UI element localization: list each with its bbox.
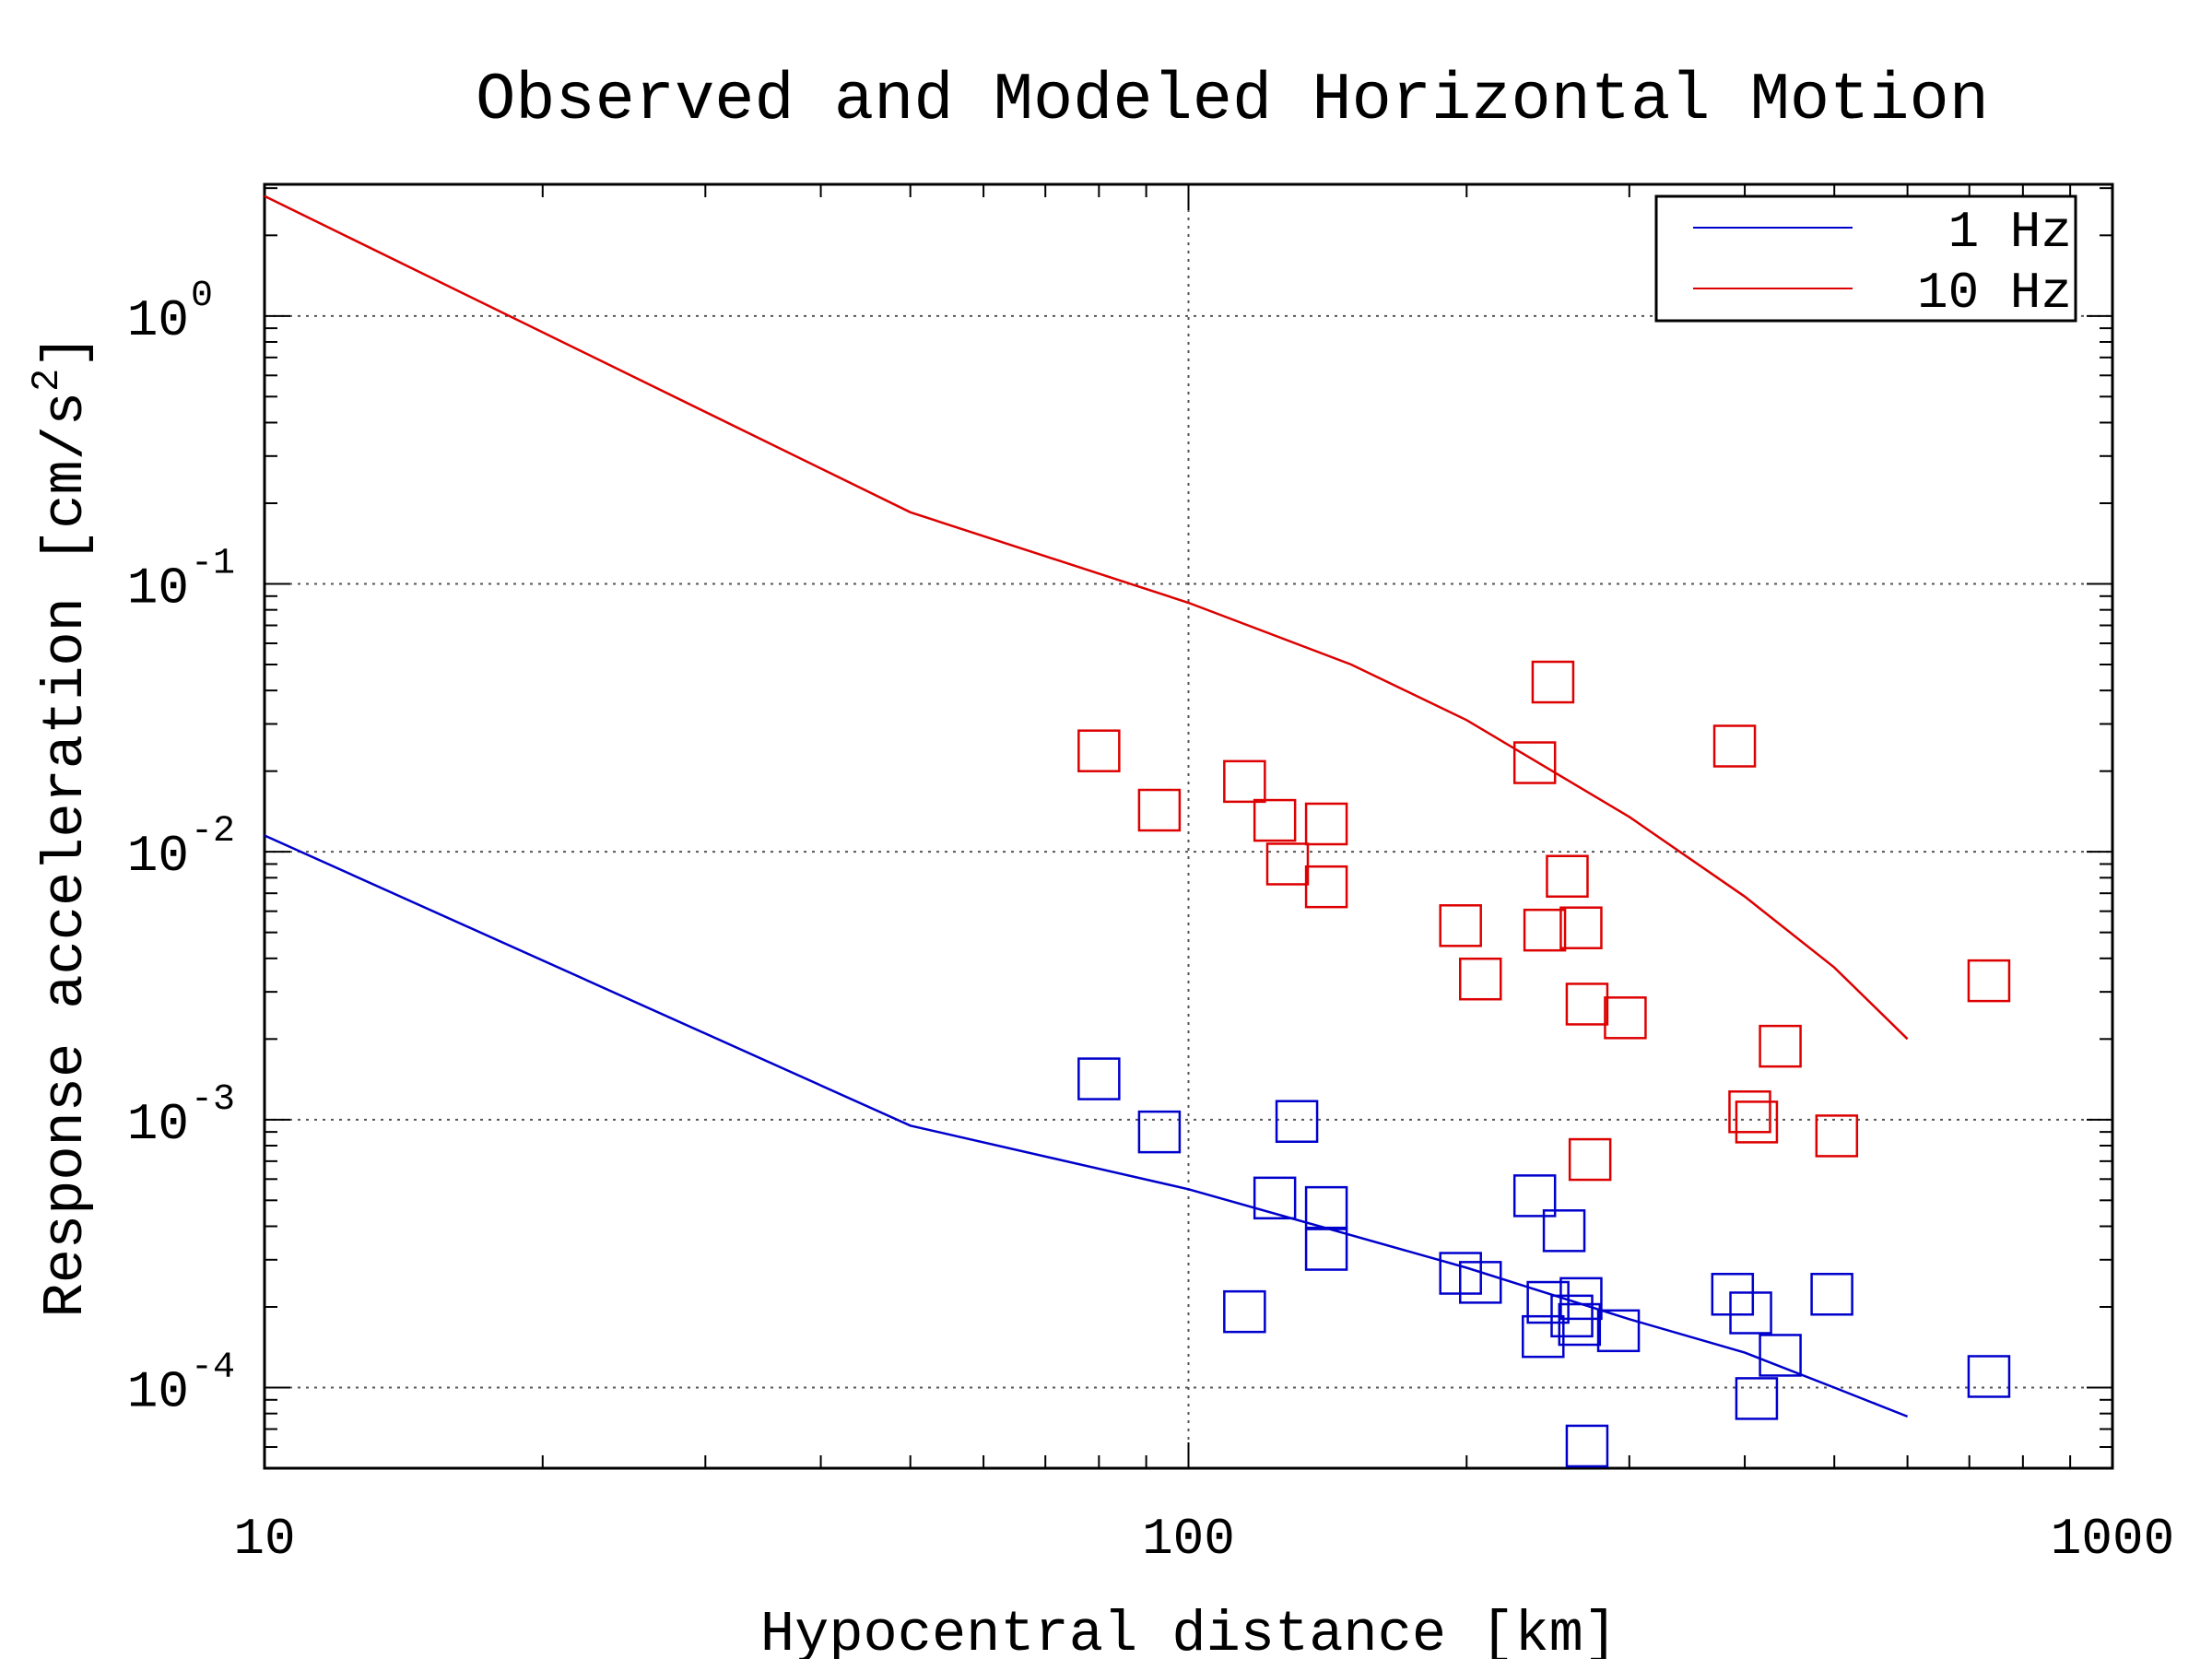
- y-tick-label: 10 0: [127, 276, 213, 350]
- y-axis-label-end: ]: [33, 334, 99, 368]
- y-tick-label: 10 -3: [127, 1079, 235, 1154]
- y-tick-exponent: -4: [191, 1347, 235, 1388]
- model-line-1hz: [264, 834, 1909, 1418]
- observed-point-10hz: [1559, 906, 1603, 949]
- observed-point-10hz: [1459, 957, 1502, 1001]
- observed-point-10hz: [1304, 865, 1348, 909]
- observed-point-1hz: [1565, 1424, 1609, 1468]
- y-tick-exponent: -1: [191, 543, 235, 584]
- y-axis-label-main: Response acceleration [cm/s: [33, 392, 99, 1318]
- observed-point-1hz: [1459, 1261, 1502, 1304]
- observed-point-1hz: [1559, 1277, 1603, 1321]
- observed-point-10hz: [1815, 1114, 1859, 1158]
- observed-point-10hz: [1531, 660, 1575, 704]
- observed-point-10hz: [1565, 982, 1609, 1026]
- y-tick-exponent: -2: [191, 811, 235, 853]
- observed-point-10hz: [1265, 842, 1310, 886]
- observed-point-1hz: [1550, 1294, 1594, 1338]
- x-tick-label: 1000: [2051, 1510, 2174, 1569]
- observed-point-10hz: [1223, 759, 1266, 804]
- observed-point-1hz: [1137, 1110, 1182, 1154]
- observed-point-1hz: [1077, 1057, 1121, 1100]
- y-tick-label: 10 -2: [127, 811, 235, 886]
- observed-point-10hz: [1712, 724, 1757, 768]
- y-axis-label-sup: 2: [25, 369, 69, 392]
- observed-point-1hz: [1759, 1334, 1802, 1377]
- model-line-10hz: [264, 194, 1909, 1041]
- grid: [265, 184, 2112, 1468]
- chart-title: Observed and Modeled Horizontal Motion: [476, 63, 1989, 138]
- y-tick-base: 10: [127, 291, 189, 350]
- model-lines: [264, 194, 1909, 1418]
- observed-point-10hz: [1568, 1137, 1612, 1182]
- observed-point-10hz: [1137, 788, 1182, 832]
- observed-point-1hz: [1729, 1291, 1772, 1335]
- observed-point-10hz: [1735, 1100, 1779, 1144]
- observed-point-10hz: [1604, 996, 1647, 1040]
- observed-point-1hz: [1512, 1174, 1557, 1218]
- observed-point-1hz: [1304, 1185, 1348, 1230]
- legend: 1 Hz 10 Hz: [1654, 194, 2077, 323]
- y-tick-exponent: 0: [191, 276, 213, 317]
- observed-point-1hz: [1253, 1176, 1297, 1220]
- observed-point-10hz: [1077, 729, 1121, 772]
- observed-point-1hz: [1542, 1209, 1586, 1253]
- y-tick-label: 10 -4: [127, 1347, 235, 1421]
- observed-point-1hz: [1967, 1355, 2011, 1398]
- y-axis-label: Response acceleration [cm/s2]: [25, 334, 99, 1317]
- x-axis-label: Hypocentral distance [km]: [760, 1602, 1618, 1659]
- legend-label-10hz: 10 Hz: [1917, 264, 2072, 323]
- observed-point-1hz: [1223, 1289, 1266, 1334]
- observed-point-1hz: [1735, 1377, 1779, 1420]
- y-tick-base: 10: [127, 827, 189, 886]
- observed-point-1hz: [1275, 1100, 1319, 1143]
- legend-box: [1654, 194, 2077, 323]
- observed-point-10hz: [1546, 854, 1589, 899]
- observed-point-10hz: [1304, 802, 1348, 846]
- observed-point-1hz: [1711, 1273, 1755, 1316]
- observed-point-1hz: [1526, 1280, 1570, 1324]
- legend-label-1hz: 1 Hz: [1948, 203, 2072, 262]
- observed-point-1hz: [1304, 1228, 1348, 1271]
- observed-point-10hz: [1512, 741, 1557, 784]
- y-tick-base: 10: [127, 1095, 189, 1154]
- observed-point-1hz: [1810, 1273, 1853, 1316]
- observed-point-1hz: [1596, 1309, 1641, 1353]
- observed-point-10hz: [1439, 904, 1482, 947]
- y-tick-label: 10 -1: [127, 543, 235, 618]
- y-tick-base: 10: [127, 559, 189, 618]
- x-tick-label: 10: [233, 1510, 295, 1569]
- y-tick-base: 10: [127, 1362, 189, 1421]
- observed-points: [1077, 660, 2011, 1468]
- observed-point-10hz: [1523, 908, 1567, 952]
- x-tick-label: 100: [1142, 1510, 1235, 1569]
- observed-point-10hz: [1728, 1090, 1771, 1134]
- observed-point-10hz: [1967, 959, 2011, 1003]
- observed-point-1hz: [1558, 1302, 1602, 1347]
- observed-point-10hz: [1759, 1024, 1802, 1068]
- y-tick-exponent: -3: [191, 1079, 235, 1121]
- observed-point-10hz: [1253, 798, 1297, 842]
